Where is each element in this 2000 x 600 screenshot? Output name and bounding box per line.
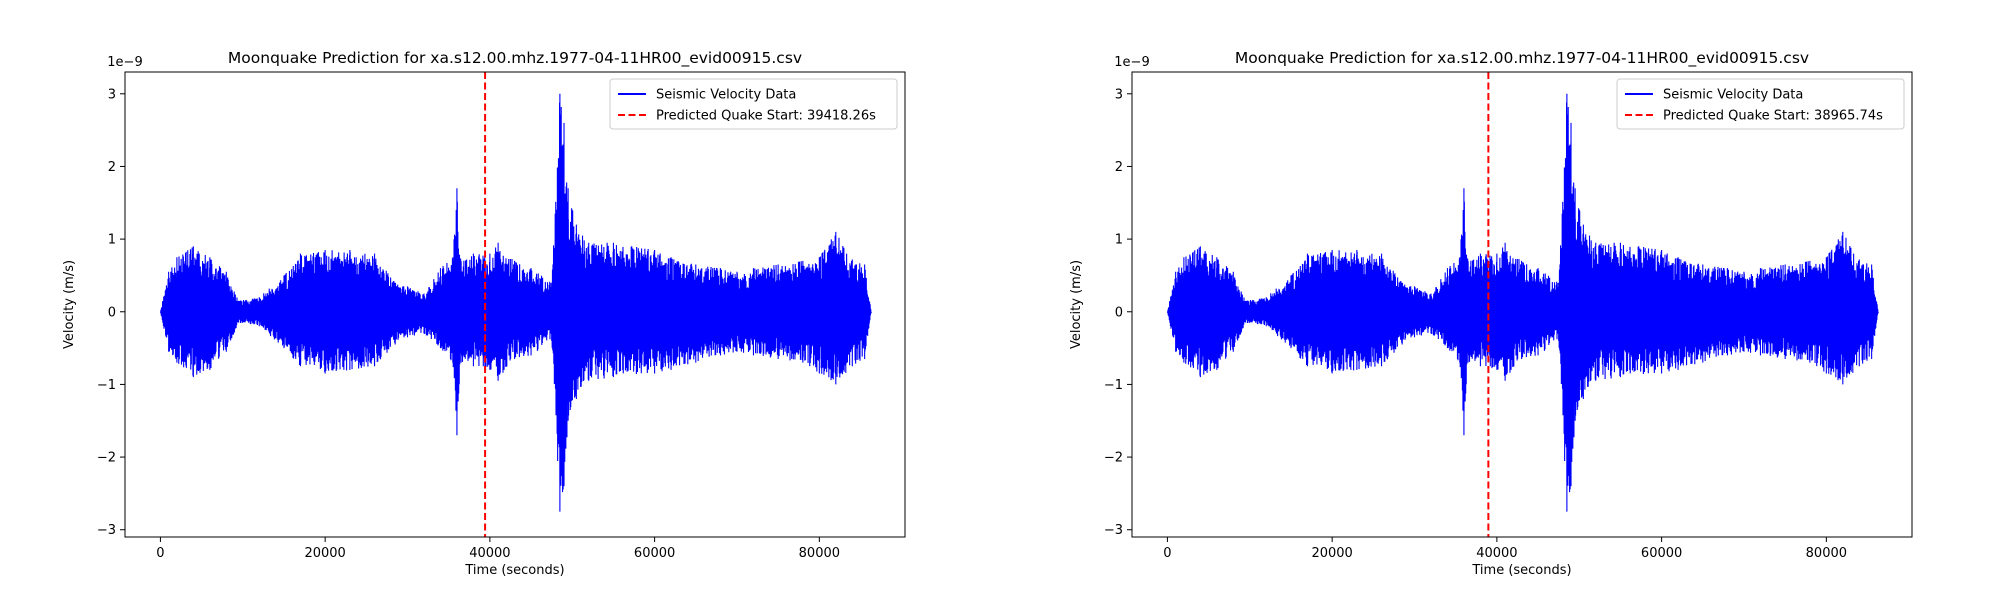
y-tick-label: −1 <box>97 378 116 393</box>
x-tick-label: 20000 <box>1311 546 1352 561</box>
legend-box <box>1616 78 1905 130</box>
chart-panel-2: 0 20000 40000 60000 80000 −3 −2 −1 0 1 2 3 1e−9 Moonq… <box>1069 49 1913 578</box>
y-tick-label: 1 <box>108 233 116 248</box>
x-tick-label: 20000 <box>304 546 345 561</box>
y-tick-label: −2 <box>1104 451 1123 466</box>
x-axis-label: Time (seconds) <box>1471 563 1571 578</box>
x-tick-label: 80000 <box>799 546 840 561</box>
y-axis-label: Velocity (m/s) <box>1069 260 1084 349</box>
legend-label-prediction: Predicted Quake Start: 38965.74s <box>1663 109 1883 124</box>
chart-panel-1: 0 20000 40000 60000 80000 −3 −2 −1 0 1 2 3 1e−9 Moonq… <box>62 49 906 578</box>
x-tick-label: 40000 <box>469 546 510 561</box>
x-tick-label: 60000 <box>1641 546 1682 561</box>
legend-label-seismic: Seismic Velocity Data <box>1663 88 1803 103</box>
axes-frame <box>1131 71 1913 538</box>
x-tick-label: 60000 <box>634 546 675 561</box>
y-tick-label: −2 <box>97 451 116 466</box>
y-axis-label: Velocity (m/s) <box>62 260 77 349</box>
x-tick-label: 80000 <box>1806 546 1847 561</box>
y-tick-label: 3 <box>108 87 116 102</box>
axes-frame <box>124 71 906 538</box>
seismic-velocity-line <box>1166 93 1879 512</box>
y-tick-label: −1 <box>1104 378 1123 393</box>
x-tick-label: 0 <box>1163 546 1171 561</box>
legend-box <box>609 78 898 130</box>
y-tick-label: 2 <box>1115 160 1123 175</box>
y-tick-label: 2 <box>108 160 116 175</box>
x-tick-label: 0 <box>156 546 164 561</box>
x-axis-label: Time (seconds) <box>464 563 564 578</box>
legend-label-seismic: Seismic Velocity Data <box>656 88 796 103</box>
y-tick-label: 3 <box>1115 87 1123 102</box>
y-tick-label: 0 <box>1115 305 1123 320</box>
y-tick-label: 0 <box>108 305 116 320</box>
legend-label-prediction: Predicted Quake Start: 39418.26s <box>656 109 876 124</box>
legend: Seismic Velocity Data Predicted Quake Sta… <box>1616 78 1905 130</box>
seismic-velocity-line <box>159 93 872 512</box>
chart-title: Moonquake Prediction for xa.s12.00.mhz.1… <box>228 49 802 68</box>
y-tick-label: −3 <box>1104 523 1123 538</box>
x-tick-label: 40000 <box>1476 546 1517 561</box>
y-tick-label: −3 <box>97 523 116 538</box>
y-tick-label: 1 <box>1115 233 1123 248</box>
y-offset-text: 1e−9 <box>107 55 142 70</box>
chart-title: Moonquake Prediction for xa.s12.00.mhz.1… <box>1235 49 1809 68</box>
y-offset-text: 1e−9 <box>1114 55 1149 70</box>
legend: Seismic Velocity Data Predicted Quake Sta… <box>609 78 898 130</box>
